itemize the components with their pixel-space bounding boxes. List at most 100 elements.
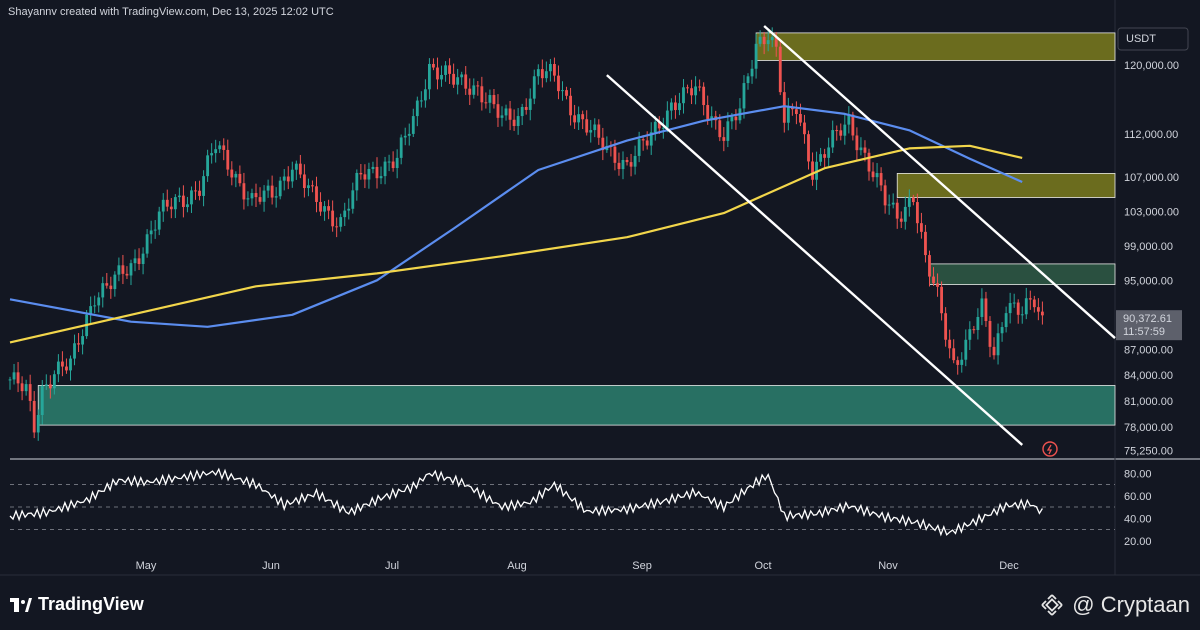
candle-body[interactable]	[274, 196, 278, 198]
candle-body[interactable]	[887, 204, 891, 206]
candle-body[interactable]	[423, 89, 427, 101]
candle-body[interactable]	[762, 36, 766, 45]
candle-body[interactable]	[1024, 298, 1028, 315]
candle-body[interactable]	[907, 197, 911, 207]
candle-body[interactable]	[996, 333, 1000, 356]
candle-body[interactable]	[940, 286, 943, 314]
candle-body[interactable]	[589, 130, 593, 133]
candle-body[interactable]	[496, 104, 500, 118]
candle-body[interactable]	[843, 124, 847, 136]
candle-body[interactable]	[254, 193, 258, 198]
candle-body[interactable]	[36, 415, 40, 433]
currency-box[interactable]	[1117, 27, 1189, 51]
candle-body[interactable]	[875, 173, 879, 178]
last-price-box[interactable]	[1116, 310, 1182, 341]
candle-body[interactable]	[419, 100, 423, 102]
candle-body[interactable]	[230, 169, 234, 178]
candle-body[interactable]	[182, 195, 185, 208]
candle-body[interactable]	[633, 155, 637, 167]
candle-body[interactable]	[569, 95, 572, 116]
candle-body[interactable]	[976, 316, 980, 330]
candle-body[interactable]	[899, 218, 903, 222]
candle-body[interactable]	[16, 372, 20, 384]
candle-body[interactable]	[948, 339, 952, 349]
candle-body[interactable]	[823, 154, 827, 158]
candle-body[interactable]	[1028, 298, 1032, 300]
candle-body[interactable]	[363, 174, 367, 180]
candle-body[interactable]	[302, 174, 306, 189]
candle-body[interactable]	[395, 157, 399, 169]
candle-body[interactable]	[492, 95, 496, 105]
candle-body[interactable]	[488, 95, 492, 103]
candle-body[interactable]	[32, 400, 36, 433]
candle-body[interactable]	[557, 75, 560, 92]
candle-body[interactable]	[234, 173, 238, 178]
channel-line-lower[interactable]	[606, 74, 1024, 446]
candle-body[interactable]	[226, 149, 230, 170]
candle-body[interactable]	[972, 329, 976, 331]
candle-body[interactable]	[73, 343, 76, 359]
candle-body[interactable]	[573, 115, 577, 123]
candle-body[interactable]	[198, 190, 201, 196]
candle-body[interactable]	[734, 116, 738, 121]
candle-body[interactable]	[597, 124, 601, 138]
candle-body[interactable]	[742, 83, 746, 109]
candle-body[interactable]	[782, 92, 786, 123]
candle-body[interactable]	[617, 162, 621, 170]
candle-body[interactable]	[641, 139, 645, 141]
candle-body[interactable]	[129, 263, 133, 276]
candle-body[interactable]	[811, 161, 814, 180]
candle-body[interactable]	[992, 346, 996, 356]
candle-body[interactable]	[407, 133, 411, 136]
candle-body[interactable]	[448, 65, 451, 74]
candle-body[interactable]	[960, 359, 964, 365]
candle-body[interactable]	[593, 124, 597, 131]
candle-body[interactable]	[214, 149, 218, 154]
candle-body[interactable]	[895, 202, 899, 219]
candle-body[interactable]	[89, 306, 93, 315]
candle-body[interactable]	[186, 204, 189, 208]
candle-body[interactable]	[153, 229, 157, 231]
candle-body[interactable]	[512, 119, 516, 127]
candle-body[interactable]	[504, 108, 508, 116]
candle-body[interactable]	[754, 43, 758, 69]
candle-body[interactable]	[911, 197, 915, 203]
candle-body[interactable]	[266, 185, 270, 191]
candle-body[interactable]	[710, 116, 714, 120]
candle-body[interactable]	[157, 211, 161, 230]
candle-body[interactable]	[56, 361, 60, 375]
candle-body[interactable]	[44, 384, 48, 386]
channel-line-upper[interactable]	[763, 25, 1116, 339]
candle-body[interactable]	[294, 163, 298, 170]
candle-body[interactable]	[403, 135, 407, 138]
candle-body[interactable]	[149, 230, 153, 235]
candle-body[interactable]	[613, 146, 617, 163]
candle-body[interactable]	[113, 274, 117, 290]
candle-body[interactable]	[141, 253, 145, 264]
candle-body[interactable]	[1032, 299, 1036, 308]
candle-body[interactable]	[508, 108, 512, 120]
candle-body[interactable]	[480, 86, 484, 103]
candle-body[interactable]	[536, 69, 540, 77]
candle-body[interactable]	[222, 145, 226, 150]
candle-body[interactable]	[629, 162, 633, 167]
candle-body[interactable]	[879, 173, 883, 186]
candle-body[interactable]	[81, 336, 85, 345]
candle-body[interactable]	[936, 283, 939, 287]
candle-body[interactable]	[327, 206, 331, 211]
candle-body[interactable]	[484, 102, 488, 104]
candle-body[interactable]	[657, 121, 661, 129]
candle-body[interactable]	[65, 366, 68, 371]
candle-body[interactable]	[565, 90, 568, 96]
candle-body[interactable]	[835, 130, 839, 132]
candle-body[interactable]	[61, 361, 64, 367]
candle-body[interactable]	[93, 305, 97, 307]
candle-body[interactable]	[347, 208, 351, 211]
candle-body[interactable]	[702, 86, 706, 106]
candle-body[interactable]	[206, 155, 210, 177]
candle-body[interactable]	[956, 360, 960, 365]
candle-body[interactable]	[331, 210, 335, 227]
candle-body[interactable]	[661, 127, 665, 129]
candle-body[interactable]	[315, 186, 318, 202]
candle-body[interactable]	[428, 63, 431, 90]
